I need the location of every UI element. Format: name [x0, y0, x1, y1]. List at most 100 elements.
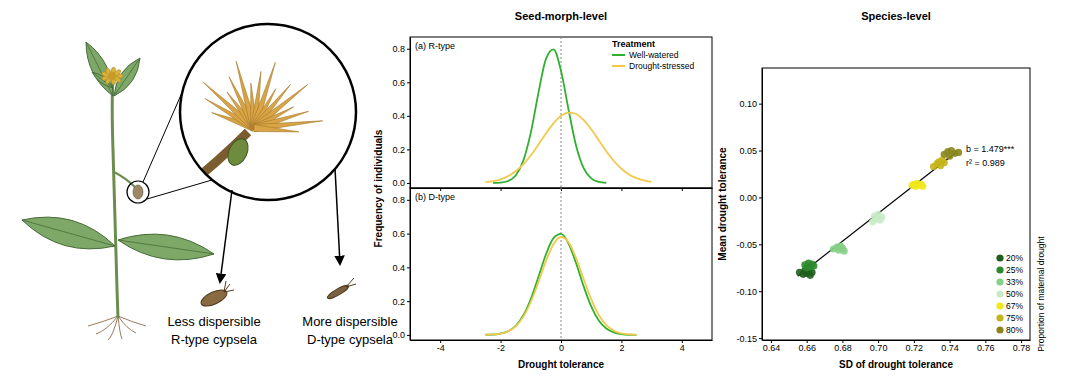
tick: 0.74: [941, 340, 959, 353]
point-group: [941, 147, 962, 160]
arrow: [335, 168, 340, 264]
illustration-label: More dispersible: [302, 314, 397, 329]
leaf: [22, 217, 115, 249]
seed-head: [133, 185, 143, 199]
zoom-circle: [180, 24, 356, 200]
tick-mark: [407, 82, 410, 83]
point-group: [830, 243, 848, 255]
tick-mark: [407, 234, 410, 235]
plot-area: [486, 188, 637, 340]
point: [810, 262, 817, 269]
tick-mark: [407, 267, 410, 268]
axis-line: [762, 69, 763, 341]
y-axis-title: Frequency of individuals: [373, 129, 384, 247]
plot-area: [796, 147, 962, 279]
legend-label: 33%: [1006, 277, 1023, 287]
x-axis: -4-2024: [411, 340, 713, 353]
y-axis: 0.00.20.40.60.8: [392, 38, 410, 189]
point-group: [801, 259, 817, 271]
legend: 20%25%33%50%67%75%80%Proportion of mater…: [996, 236, 1046, 352]
legend-marker: [996, 290, 1003, 297]
legend: TreatmentWell-wateredDrought-stressed: [612, 39, 694, 71]
root: [88, 316, 118, 326]
zoom-connector: [147, 180, 212, 199]
tick: 0.78: [1013, 340, 1031, 353]
tick: 0.00: [739, 193, 762, 203]
tick: 0.2: [392, 145, 410, 155]
zoom-marker: [127, 181, 149, 203]
tick: -0.10: [736, 287, 762, 297]
axis-line: [410, 189, 411, 341]
tick-label: -2: [497, 343, 505, 353]
density-line: [493, 49, 606, 183]
tick: 0.6: [392, 78, 410, 88]
legend-marker: [996, 302, 1003, 309]
fit-line: [798, 151, 959, 277]
tick-mark: [407, 149, 410, 150]
legend-title: Treatment: [612, 39, 655, 49]
tick-label: 0.66: [798, 343, 816, 353]
illustration-label: R-type cypsela: [171, 332, 258, 347]
tick: 0.64: [763, 340, 781, 353]
leaf: [86, 42, 113, 96]
plot-frame: [762, 68, 1030, 340]
reference-line: [561, 37, 562, 188]
legend-swatch: [612, 54, 625, 56]
tick-label: 2: [619, 343, 624, 353]
tick-mark: [759, 197, 762, 198]
arrow: [220, 190, 232, 282]
tick: 0.10: [739, 99, 762, 109]
tick-label: 0.70: [870, 343, 888, 353]
axis-line: [410, 38, 411, 189]
tick-mark: [759, 244, 762, 245]
tick: 0.70: [870, 340, 888, 353]
tick-label: 0.6: [392, 78, 405, 88]
reference-line: [561, 188, 562, 340]
tick: 0.0: [392, 178, 410, 188]
y-axis-title: Mean drought tolerance: [717, 147, 728, 261]
tick-label: 0.2: [392, 297, 405, 307]
tick: 0.66: [798, 340, 816, 353]
panel-title: (a) R-type: [415, 41, 455, 51]
density-line: [486, 237, 637, 335]
tick: 0.8: [392, 195, 410, 205]
tick-mark: [407, 301, 410, 302]
point-group: [869, 211, 885, 226]
legend-label: 50%: [1006, 289, 1023, 299]
tick: 0.4: [392, 111, 410, 121]
tick-mark: [759, 338, 762, 339]
tick-label: -0.15: [736, 334, 757, 344]
point-group: [930, 156, 948, 170]
tick-label: 0.74: [941, 343, 959, 353]
x-axis-title: SD of drought tolerance: [839, 359, 953, 370]
tick-label: 0.68: [834, 343, 852, 353]
legend-label: 80%: [1006, 325, 1023, 335]
tick-label: 0.76: [977, 343, 995, 353]
tick-mark: [759, 291, 762, 292]
legend-marker: [996, 314, 1003, 321]
tick-mark: [759, 104, 762, 105]
tick: -2: [497, 340, 505, 353]
tick-label: 0.05: [739, 146, 757, 156]
axis-line: [763, 340, 1031, 341]
tick-label: 0.78: [1013, 343, 1031, 353]
illustration-label: Less dispersible: [167, 314, 260, 329]
tick: -0.05: [736, 240, 762, 250]
legend-marker: [996, 266, 1003, 273]
point: [841, 247, 848, 254]
legend-marker: [996, 278, 1003, 285]
tick-mark: [407, 116, 410, 117]
zoom-content: [170, 61, 323, 200]
flower-centre: [108, 72, 116, 80]
root: [96, 316, 118, 334]
x-axis-title: Drought tolerance: [518, 359, 605, 370]
zoom-bract: [254, 125, 299, 132]
root: [118, 316, 146, 326]
tick-label: -0.05: [736, 240, 757, 250]
point: [955, 149, 962, 156]
zoom-bract: [254, 121, 323, 132]
zoom-circle-bg: [180, 24, 356, 200]
column-title: Species-level: [861, 10, 931, 22]
tick-label: -4: [437, 343, 445, 353]
point: [941, 159, 948, 166]
